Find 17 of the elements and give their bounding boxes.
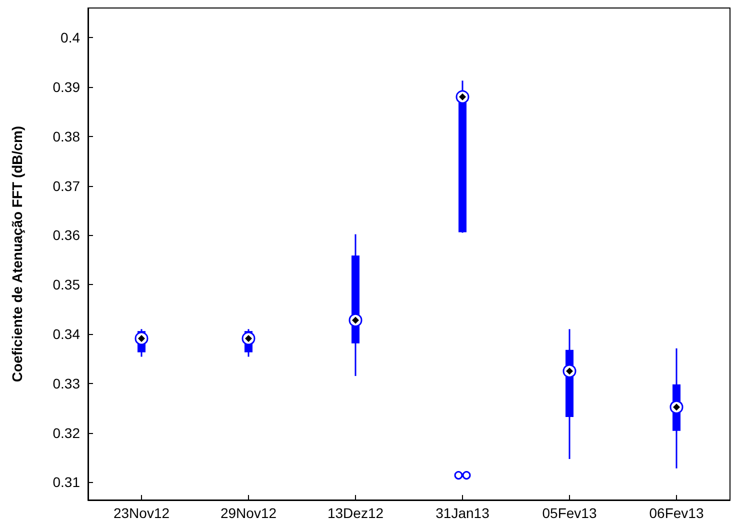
x-tick-label: 06Fev13 xyxy=(649,505,704,521)
y-axis-title: Coeficiente de Atenuação FFT (dB/cm) xyxy=(9,126,25,382)
y-tick-label: 0.31 xyxy=(52,474,80,490)
y-tick-label: 0.37 xyxy=(52,178,80,194)
x-tick-label: 29Nov12 xyxy=(220,505,277,521)
y-tick-label: 0.35 xyxy=(52,276,80,293)
y-tick-label: 0.4 xyxy=(60,30,80,46)
x-tick-label: 05Fev13 xyxy=(542,505,597,521)
x-tick-label: 31Jan13 xyxy=(436,505,490,521)
y-tick-label: 0.38 xyxy=(52,128,80,144)
y-tick-label: 0.39 xyxy=(52,79,80,96)
y-tick-label: 0.34 xyxy=(52,326,80,342)
x-tick-label: 13Dez12 xyxy=(327,505,384,521)
y-tick-label: 0.33 xyxy=(52,375,80,392)
y-tick-label: 0.32 xyxy=(52,424,80,441)
y-tick-label: 0.36 xyxy=(52,227,80,244)
x-tick-label: 23Nov12 xyxy=(113,505,170,521)
